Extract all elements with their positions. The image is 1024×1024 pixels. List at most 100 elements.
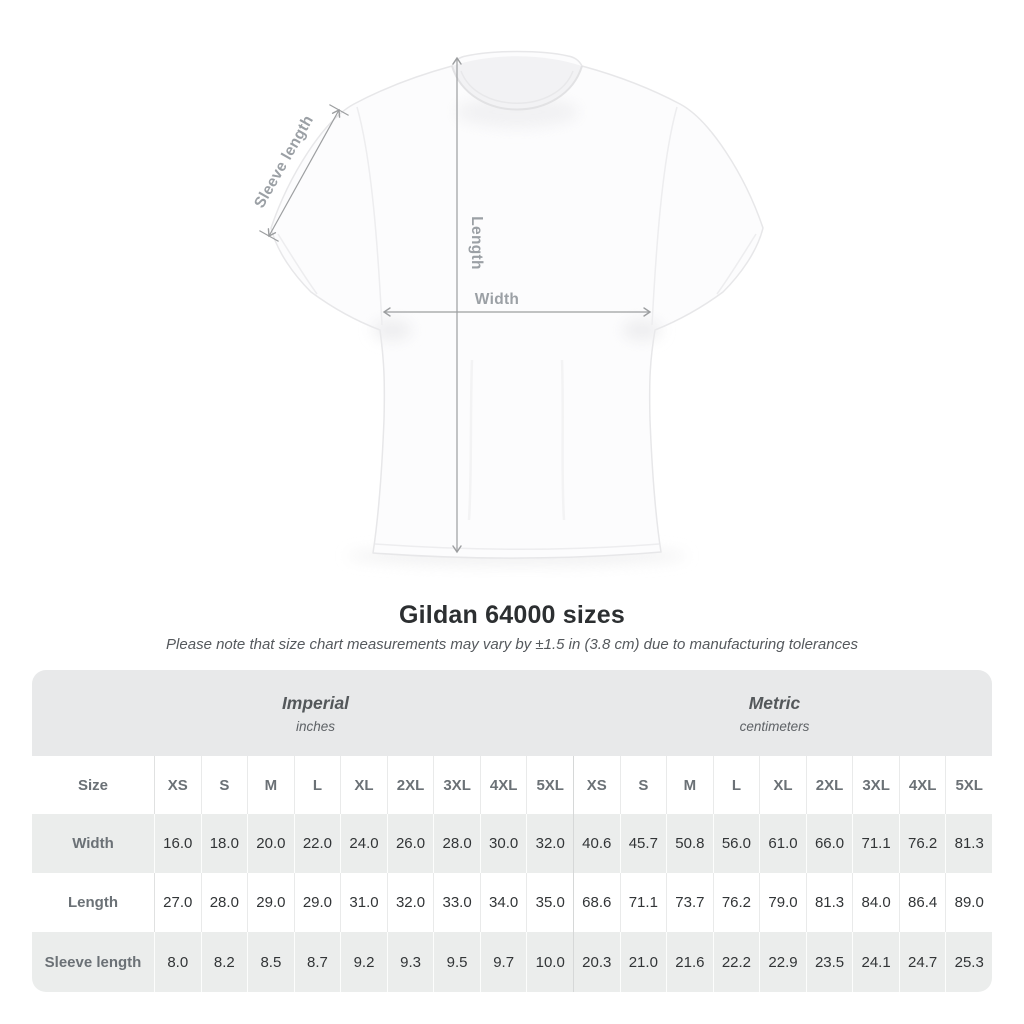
right-sleeve-hem — [716, 233, 757, 295]
table-cell: 32.0 — [386, 873, 434, 932]
size-header-cell: 4XL — [898, 756, 946, 814]
table-cell: 71.1 — [852, 814, 899, 873]
size-table-rows: Width 16.0 18.0 20.0 22.0 24.0 26.0 28.0 30.0 32.… — [32, 814, 992, 992]
size-header-cell: XL — [759, 756, 806, 814]
size-header-cell: XL — [340, 756, 387, 814]
left-sleeve-hem — [277, 233, 318, 295]
imperial-group-unit: inches — [295, 718, 336, 734]
table-cell: 73.7 — [666, 873, 713, 932]
table-cell: 33.0 — [433, 873, 480, 932]
table-cell: 24.7 — [898, 932, 946, 992]
size-header-cell: 3XL — [433, 756, 480, 814]
size-header-cell: S — [619, 756, 667, 814]
table-cell: 9.2 — [340, 932, 387, 992]
tshirt-illustration: Sleeve length Length Width — [251, 50, 764, 566]
table-cell: 8.2 — [200, 932, 248, 992]
table-cell: 81.3 — [945, 814, 992, 873]
sleeve-dimension-arrow — [267, 108, 341, 238]
bottom-hem-seam — [374, 543, 660, 550]
table-cell: 24.1 — [852, 932, 899, 992]
table-row: Sleeve length 8.0 8.2 8.5 8.7 9.2 9.3 9.5 9.7 10.… — [32, 932, 992, 992]
table-cell: 23.5 — [805, 932, 853, 992]
table-row: Length 27.0 28.0 29.0 29.0 31.0 32.0 33.0 34.0 35… — [32, 873, 992, 932]
size-header-cell: 4XL — [479, 756, 527, 814]
table-cell: 50.8 — [666, 814, 713, 873]
size-header-cell: 2XL — [805, 756, 853, 814]
size-header-row: Size XS S M L XL 2XL 3XL 4XL 5XL XS S M L XL 2XL 3XL 4XL… — [32, 756, 992, 814]
table-cell: 25.3 — [945, 932, 992, 992]
table-cell: 9.5 — [433, 932, 480, 992]
collar-outer-seam — [451, 65, 583, 111]
table-cell: 66.0 — [805, 814, 853, 873]
table-cell: 8.0 — [154, 932, 201, 992]
table-cell: 79.0 — [759, 873, 806, 932]
imperial-group-title: Imperial — [281, 692, 350, 713]
table-cell: 10.0 — [526, 932, 573, 992]
table-cell: 30.0 — [479, 814, 527, 873]
size-header-cell: XS — [154, 756, 201, 814]
table-cell: 61.0 — [759, 814, 806, 873]
size-column-header: Size — [77, 776, 108, 794]
table-cell: 20.0 — [247, 814, 294, 873]
sleeve-tick-top — [329, 104, 349, 116]
metric-group-title: Metric — [748, 692, 801, 713]
size-header-cell: L — [712, 756, 760, 814]
size-header-cell: 5XL — [526, 756, 573, 814]
table-cell: 84.0 — [852, 873, 899, 932]
right-sleeve-seam — [651, 106, 678, 326]
table-cell: 28.0 — [200, 873, 248, 932]
collar-inner-seam — [460, 70, 574, 104]
table-cell: 35.0 — [526, 873, 573, 932]
table-cell: 9.7 — [479, 932, 527, 992]
unit-group-header: Imperial inches Metric centimeters — [32, 670, 992, 756]
table-cell: 29.0 — [293, 873, 341, 932]
table-cell: 45.7 — [619, 814, 667, 873]
shirt-measurement-diagram: Sleeve length Length Width — [251, 50, 764, 566]
table-cell: 8.7 — [293, 932, 341, 992]
table-cell: 21.6 — [666, 932, 713, 992]
size-header-cell: 5XL — [945, 756, 992, 814]
table-cell: 24.0 — [340, 814, 387, 873]
width-label: Width — [475, 291, 519, 308]
table-cell: 9.3 — [386, 932, 434, 992]
table-cell: 18.0 — [200, 814, 248, 873]
size-header-cell: XS — [573, 756, 620, 814]
table-cell: 22.0 — [293, 814, 341, 873]
metric-group-header: Metric centimeters — [565, 670, 984, 756]
table-cell: 22.2 — [712, 932, 760, 992]
row-label: Length — [68, 894, 118, 911]
table-cell: 29.0 — [247, 873, 294, 932]
table-cell: 40.6 — [573, 814, 620, 873]
left-sleeve-seam — [356, 106, 383, 326]
wrinkle-right — [560, 359, 566, 521]
size-header-cell: M — [247, 756, 294, 814]
size-header-cell: L — [293, 756, 341, 814]
table-cell: 28.0 — [433, 814, 480, 873]
sleeve-tick-bottom — [259, 230, 279, 242]
table-cell: 76.2 — [712, 873, 760, 932]
table-cell: 56.0 — [712, 814, 760, 873]
table-row: Width 16.0 18.0 20.0 22.0 24.0 26.0 28.0 30.0 32.… — [32, 814, 992, 873]
table-cell: 31.0 — [340, 873, 387, 932]
metric-group-unit: centimeters — [739, 718, 810, 734]
table-cell: 34.0 — [479, 873, 527, 932]
row-label: Sleeve length — [44, 953, 142, 971]
table-cell: 22.9 — [759, 932, 806, 992]
table-cell: 16.0 — [154, 814, 201, 873]
table-cell: 81.3 — [805, 873, 853, 932]
tshirt-body — [270, 50, 764, 559]
shading-right-armpit — [622, 319, 662, 341]
table-cell: 8.5 — [247, 932, 294, 992]
size-header-cell: S — [200, 756, 248, 814]
shading-left-armpit — [372, 319, 412, 341]
table-cell: 26.0 — [386, 814, 434, 873]
table-cell: 76.2 — [898, 814, 946, 873]
page-title: Gildan 64000 sizes — [399, 601, 625, 629]
table-cell: 20.3 — [573, 932, 620, 992]
size-header-cell: 3XL — [852, 756, 899, 814]
table-cell: 71.1 — [619, 873, 667, 932]
table-cell: 68.6 — [573, 873, 620, 932]
imperial-group-header: Imperial inches — [106, 670, 525, 756]
table-cell: 21.0 — [619, 932, 667, 992]
